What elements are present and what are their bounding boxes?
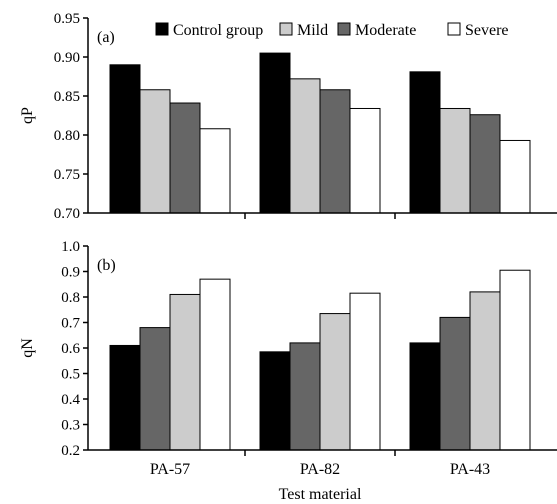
bar-pa-82-mild — [320, 314, 350, 450]
bar-pa-82-moderate — [290, 343, 320, 450]
y-tick-label: 0.80 — [54, 128, 80, 144]
legend-swatch — [448, 23, 460, 35]
panel-a: 0.70 0.75 0.80 0.85 0.90 0.95 (a) qP — [19, 11, 557, 222]
y-tick-label: 0.3 — [61, 418, 80, 434]
bar-pa-43-severe — [500, 270, 530, 450]
bar-pa-43-severe — [500, 140, 530, 213]
y-tick-label: 0.90 — [54, 50, 80, 66]
bar-pa-82-control-group — [260, 53, 290, 213]
legend-label: Mild — [297, 22, 328, 39]
y-tick-label: 0.85 — [54, 89, 80, 105]
x-tick-label: PA-43 — [450, 461, 490, 478]
legend: Control group Mild Moderate Severe — [156, 22, 509, 39]
legend-label: Moderate — [355, 22, 416, 39]
legend-swatch — [156, 23, 168, 35]
y-tick-label: 0.70 — [54, 206, 80, 222]
bar-pa-57-mild — [140, 90, 170, 213]
y-tick-label: 0.9 — [61, 265, 80, 281]
bar-pa-43-control-group — [410, 343, 440, 450]
panel-label: (b) — [97, 257, 116, 274]
legend-label: Severe — [465, 22, 509, 39]
bar-pa-57-control-group — [110, 65, 140, 213]
bar-pa-43-mild — [440, 108, 470, 213]
bar-pa-43-moderate — [470, 115, 500, 213]
y-tick-label: 0.4 — [61, 392, 80, 408]
y-tick-label: 0.6 — [61, 341, 80, 357]
y-tick-label: 0.5 — [61, 367, 80, 383]
y-tick-label: 0.95 — [54, 11, 80, 27]
bar-pa-43-control-group — [410, 72, 440, 213]
bar-pa-82-moderate — [320, 90, 350, 213]
panel-label: (a) — [97, 29, 115, 46]
y-tick-label: 0.75 — [54, 167, 80, 183]
legend-label: Control group — [173, 22, 263, 39]
bar-pa-57-moderate — [140, 328, 170, 450]
y-tick-label: 0.8 — [61, 290, 80, 306]
y-tick-label: 0.2 — [61, 443, 80, 459]
y-axis-label: qP — [19, 107, 36, 124]
legend-swatch — [338, 23, 350, 35]
panel-b: 0.2 0.3 0.4 0.5 0.6 0.7 0.8 0.9 1.0 (b) qN PA-57 PA-… — [19, 239, 557, 478]
bar-pa-57-moderate — [170, 103, 200, 213]
bar-pa-57-mild — [170, 294, 200, 450]
y-axis-label: qN — [19, 338, 36, 358]
bar-pa-82-severe — [350, 108, 380, 213]
bar-pa-57-severe — [200, 279, 230, 450]
bar-pa-82-severe — [350, 293, 380, 450]
y-tick-label: 1.0 — [61, 239, 80, 255]
bar-pa-57-control-group — [110, 345, 140, 450]
x-tick-label: PA-57 — [150, 461, 190, 478]
bar-pa-57-severe — [200, 129, 230, 213]
y-tick-label: 0.7 — [61, 316, 80, 332]
x-tick-label: PA-82 — [300, 461, 340, 478]
bar-pa-43-mild — [470, 292, 500, 450]
legend-swatch — [280, 23, 292, 35]
x-axis-label: Test material — [279, 486, 362, 503]
bar-pa-82-control-group — [260, 352, 290, 450]
bar-pa-43-moderate — [440, 317, 470, 450]
bar-pa-82-mild — [290, 79, 320, 213]
